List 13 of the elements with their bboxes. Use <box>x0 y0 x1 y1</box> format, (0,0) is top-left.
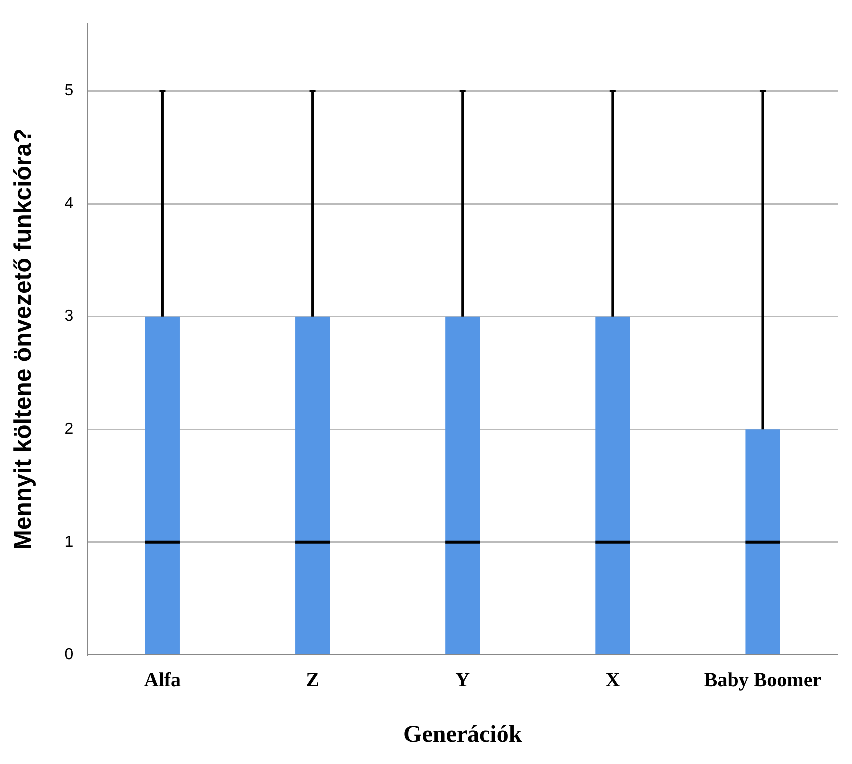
y-tick-label: 0 <box>64 646 74 664</box>
y-tick-label: 5 <box>64 82 74 100</box>
x-axis-title: Generációk <box>404 722 523 748</box>
x-tick-label: X <box>606 669 621 692</box>
x-tick-label: Alfa <box>144 669 182 692</box>
y-tick-label: 2 <box>64 421 74 438</box>
y-tick-label: 3 <box>64 308 74 326</box>
x-tick-label: Baby Boomer <box>704 669 822 692</box>
y-tick-label: 1 <box>64 534 74 551</box>
x-tick-label: Z <box>306 669 320 692</box>
x-tick-label: Y <box>456 669 471 692</box>
y-tick-label: 4 <box>64 195 74 212</box>
y-axis-title: Mennyit költene önvezető funkcióra? <box>10 128 38 550</box>
